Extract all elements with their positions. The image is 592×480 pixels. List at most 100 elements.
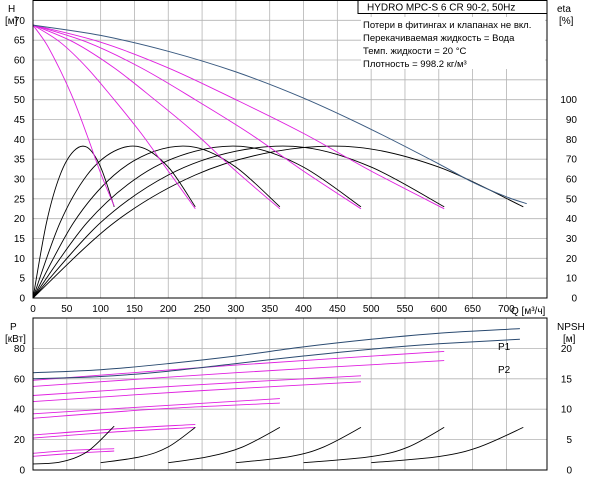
h-tick-label: 5: [19, 274, 25, 285]
npsh-tick-label: 10: [561, 405, 573, 416]
eta-tick-label: 20: [566, 254, 578, 265]
head-curve: [32, 24, 196, 210]
eta-axis-label: eta: [557, 4, 571, 15]
eta-tick-label: 70: [566, 155, 578, 166]
eta-tick-label: 50: [566, 194, 578, 205]
x-tick-label: 0: [30, 304, 36, 315]
p-tick-label: 40: [14, 405, 26, 416]
eta-curve: [32, 145, 445, 299]
h-tick-label: 25: [14, 194, 26, 205]
power-stage-curve: [32, 402, 280, 419]
npsh-tick-label: 0: [566, 466, 572, 477]
power-stage-curve: [32, 448, 115, 454]
x-tick-label: 150: [126, 304, 143, 315]
power-stage-curve: [32, 375, 362, 396]
notes-box: [361, 17, 545, 69]
x-tick-label: 300: [228, 304, 245, 315]
x-tick-label: 400: [295, 304, 312, 315]
npsh-axis-unit: [м]: [563, 334, 576, 345]
power-stage-curve: [32, 381, 362, 403]
performance-panel-frame: [32, 0, 548, 299]
npsh-tick-label: 5: [566, 435, 572, 446]
power-stage-curve: [32, 426, 196, 439]
power-npsh-ticks: 0 20 40 60 80 0 5 10 15 20: [14, 344, 573, 477]
p1-label: P1: [498, 342, 511, 353]
eta-tick-label: 10: [566, 274, 578, 285]
note-3: Темп. жидкости = 20 °C: [363, 46, 466, 57]
title-box: [357, 0, 548, 14]
eta-axis-unit: [%]: [559, 16, 574, 27]
h-tick-label: 55: [14, 75, 26, 86]
h-tick-label: 35: [14, 155, 26, 166]
eta-tick-label: 90: [566, 115, 578, 126]
p-tick-label: 60: [14, 374, 26, 385]
head-max-curve: [32, 24, 527, 205]
h-tick-label: 0: [19, 294, 25, 305]
npsh-tick-label: 20: [561, 344, 573, 355]
eta-curve: [32, 145, 281, 299]
npsh-curve: [32, 425, 115, 465]
power-npsh-curves: [32, 328, 524, 465]
note-4: Плотность = 998.2 кг/м³: [363, 59, 467, 70]
h-tick-label: 40: [14, 135, 26, 146]
h-tick-label: 70: [14, 16, 26, 27]
eta-tick-label: 60: [566, 175, 578, 186]
p-tick-label: 20: [14, 435, 26, 446]
h-axis-label: H: [8, 4, 15, 15]
npsh-curve: [235, 427, 362, 464]
eta-curve: [32, 145, 362, 299]
performance-ticks: 0 50 100 150 200 250 300 350 400 450 500 550 600 650 7…: [14, 16, 578, 315]
x-tick-label: 650: [464, 304, 481, 315]
npsh-curve: [303, 427, 445, 464]
p2-label: P2: [498, 365, 511, 376]
npsh-axis-label: NPSH: [557, 322, 585, 333]
power-stage-curve: [32, 398, 280, 415]
x-tick-label: 550: [397, 304, 414, 315]
note-2: Перекачиваемая жидкость = Вода: [363, 33, 515, 44]
x-tick-label: 100: [92, 304, 109, 315]
x-tick-label: 250: [194, 304, 211, 315]
power-stage-curve: [32, 450, 115, 457]
x-tick-label: 600: [430, 304, 447, 315]
npsh-tick-label: 15: [561, 374, 573, 385]
power-stage-curve: [32, 423, 196, 436]
x-tick-label: 450: [329, 304, 346, 315]
h-axis-unit: [м]: [5, 16, 18, 27]
head-curve: [32, 24, 445, 210]
eta-curve: [32, 145, 196, 299]
note-1: Потери в фитингах и клапанах не вкл.: [363, 20, 531, 31]
eta-tick-label: 40: [566, 214, 578, 225]
p-axis-unit: [кВт]: [5, 334, 26, 345]
power-npsh-grid: [32, 318, 547, 471]
power-npsh-panel-frame: [32, 317, 548, 471]
power-stage-curve: [32, 360, 445, 387]
x-tick-label: 350: [261, 304, 278, 315]
eta-tick-label: 30: [566, 234, 578, 245]
x-tick-label: 200: [160, 304, 177, 315]
eta-curve: [32, 145, 524, 299]
h-tick-label: 45: [14, 115, 26, 126]
eta-tick-label: 100: [560, 95, 577, 106]
power-curve-p2: [32, 338, 520, 380]
x-tick-label: 50: [61, 304, 73, 315]
x-tick-label: 500: [363, 304, 380, 315]
chart-title: HYDRO MPC-S 6 CR 90-2, 50Hz: [367, 3, 515, 14]
p-tick-label: 0: [19, 466, 25, 477]
h-tick-label: 15: [14, 234, 26, 245]
h-tick-label: 60: [14, 56, 26, 67]
eta-curve: [32, 145, 115, 299]
p-tick-label: 80: [14, 344, 26, 355]
power-stage-curve: [32, 350, 445, 381]
head-curve: [32, 24, 281, 210]
performance-curves: [32, 24, 527, 299]
h-tick-label: 30: [14, 175, 26, 186]
q-axis-label: Q [м³/ч]: [511, 306, 546, 317]
npsh-curve: [168, 427, 281, 464]
h-tick-label: 20: [14, 214, 26, 225]
x-tick-label: 700: [498, 304, 515, 315]
eta-tick-label: 80: [566, 135, 578, 146]
h-tick-label: 50: [14, 95, 26, 106]
h-tick-label: 10: [14, 254, 26, 265]
head-curve: [32, 24, 115, 207]
